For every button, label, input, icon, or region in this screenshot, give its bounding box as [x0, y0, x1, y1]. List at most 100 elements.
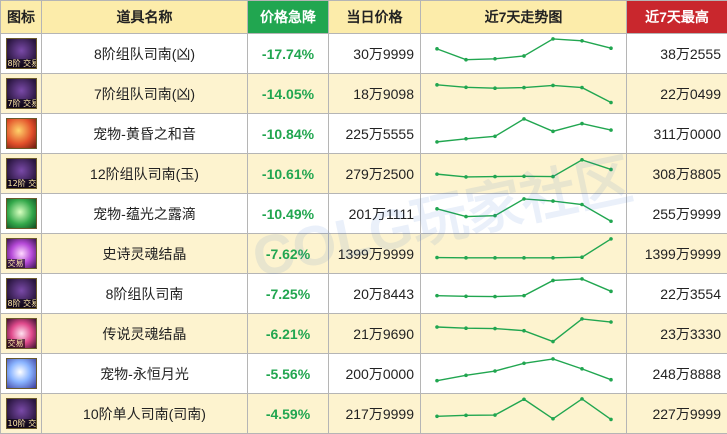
green-leaf-icon[interactable]: [5, 198, 37, 229]
table-row[interactable]: 交易 传说灵魂结晶 -6.21% 21万9690 23万3330: [0, 313, 727, 354]
trend-point[interactable]: [435, 255, 439, 260]
trend-point[interactable]: [464, 136, 468, 141]
trend-point[interactable]: [580, 277, 584, 281]
trend-point[interactable]: [580, 85, 584, 90]
trend-point[interactable]: [580, 255, 584, 260]
table-row[interactable]: 7阶 交易 7阶组队司南(凶) -14.05% 18万9098 22万0499: [0, 73, 727, 114]
trend-point[interactable]: [464, 85, 468, 90]
dark-purple-box-icon[interactable]: 8阶 交易: [5, 278, 37, 309]
trend-point[interactable]: [464, 256, 468, 260]
trend-point[interactable]: [551, 83, 555, 88]
header-max[interactable]: 近7天最高: [626, 0, 727, 34]
trend-point[interactable]: [551, 278, 555, 283]
trend-point[interactable]: [551, 199, 555, 203]
trend-point[interactable]: [435, 83, 439, 87]
trend-point[interactable]: [580, 202, 584, 207]
trend-point[interactable]: [493, 213, 497, 218]
trend-point[interactable]: [464, 175, 468, 179]
trend-point[interactable]: [522, 397, 526, 402]
trend-point[interactable]: [493, 413, 497, 417]
trend-point[interactable]: [522, 293, 526, 298]
item-name[interactable]: 宠物-永恒月光: [41, 353, 248, 394]
item-name[interactable]: 史诗灵魂结晶: [41, 233, 248, 274]
trend-point[interactable]: [493, 174, 497, 179]
item-name[interactable]: 12阶组队司南(玉): [41, 153, 248, 194]
trend-point[interactable]: [435, 414, 439, 419]
trend-point[interactable]: [580, 158, 584, 162]
dark-purple-box-icon[interactable]: 8阶 交易: [5, 38, 37, 69]
trend-point[interactable]: [580, 317, 584, 321]
trend-point[interactable]: [609, 320, 613, 324]
trend-point[interactable]: [493, 56, 497, 61]
trend-point[interactable]: [551, 37, 555, 41]
trend-point[interactable]: [551, 357, 555, 361]
trend-point[interactable]: [551, 256, 555, 260]
trend-point[interactable]: [522, 54, 526, 58]
table-row[interactable]: 8阶 交易 8阶组队司南 -7.25% 20万8443 22万3554: [0, 273, 727, 314]
trend-point[interactable]: [464, 373, 468, 378]
item-name[interactable]: 8阶组队司南: [41, 273, 248, 314]
trend-point[interactable]: [580, 397, 584, 401]
trend-point[interactable]: [435, 172, 439, 176]
trend-point[interactable]: [493, 369, 497, 373]
trend-point[interactable]: [435, 325, 439, 329]
trend-point[interactable]: [609, 237, 613, 241]
trend-point[interactable]: [464, 214, 468, 219]
trend-point[interactable]: [580, 121, 584, 126]
trend-point[interactable]: [464, 326, 468, 331]
trend-point[interactable]: [580, 367, 584, 371]
item-name[interactable]: 10阶单人司南(司南): [41, 393, 248, 434]
trend-point[interactable]: [551, 339, 555, 344]
trend-point[interactable]: [522, 197, 526, 201]
table-row[interactable]: 10阶 交易 10阶单人司南(司南) -4.59% 217万9999 227万9…: [0, 393, 727, 434]
trend-point[interactable]: [522, 328, 526, 333]
trend-point[interactable]: [464, 57, 468, 62]
item-name[interactable]: 宠物-蕴光之露滴: [41, 193, 248, 234]
header-change[interactable]: 价格急降: [247, 0, 329, 34]
trend-point[interactable]: [522, 361, 526, 366]
trend-point[interactable]: [493, 294, 497, 299]
trend-point[interactable]: [609, 289, 613, 294]
table-row[interactable]: 交易 史诗灵魂结晶 -7.62% 1399万9999 1399万9999: [0, 233, 727, 274]
item-name[interactable]: 8阶组队司南(凶): [41, 33, 248, 74]
trend-point[interactable]: [609, 417, 613, 422]
trend-point[interactable]: [551, 174, 555, 179]
item-name[interactable]: 宠物-黄昏之和音: [41, 113, 248, 154]
item-name[interactable]: 传说灵魂结晶: [41, 313, 248, 354]
trend-point[interactable]: [435, 378, 439, 383]
orange-flame-icon[interactable]: [5, 118, 37, 149]
trend-point[interactable]: [435, 207, 439, 211]
trend-point[interactable]: [435, 140, 439, 144]
dark-purple-box-icon[interactable]: 7阶 交易: [5, 78, 37, 109]
table-row[interactable]: 宠物-黄昏之和音 -10.84% 225万5555 311万0000: [0, 113, 727, 154]
trend-point[interactable]: [493, 256, 497, 260]
trend-point[interactable]: [522, 174, 526, 179]
trend-point[interactable]: [609, 46, 613, 51]
table-row[interactable]: 8阶 交易 8阶组队司南(凶) -17.74% 30万9999 38万2555: [0, 33, 727, 74]
trend-point[interactable]: [493, 134, 497, 139]
purple-crystal-icon[interactable]: 交易: [5, 238, 37, 269]
trend-point[interactable]: [522, 85, 526, 90]
trend-point[interactable]: [609, 100, 613, 105]
dark-purple-box-icon[interactable]: 10阶 交易: [5, 398, 37, 429]
trend-point[interactable]: [609, 219, 613, 224]
trend-point[interactable]: [609, 377, 613, 382]
trend-point[interactable]: [464, 413, 468, 418]
trend-point[interactable]: [435, 293, 439, 298]
trend-point[interactable]: [522, 256, 526, 260]
dark-purple-box-icon[interactable]: 12阶 交易: [5, 158, 37, 189]
blue-moon-icon[interactable]: [5, 358, 37, 389]
pink-crystal-icon[interactable]: 交易: [5, 318, 37, 349]
trend-point[interactable]: [580, 38, 584, 43]
trend-point[interactable]: [609, 128, 613, 132]
trend-point[interactable]: [493, 86, 497, 91]
table-row[interactable]: 宠物-蕴光之露滴 -10.49% 201万1111 255万9999: [0, 193, 727, 234]
trend-point[interactable]: [551, 129, 555, 134]
table-row[interactable]: 12阶 交易 12阶组队司南(玉) -10.61% 279万2500 308万8…: [0, 153, 727, 194]
trend-point[interactable]: [522, 117, 526, 121]
item-name[interactable]: 7阶组队司南(凶): [41, 73, 248, 114]
trend-point[interactable]: [435, 47, 439, 51]
trend-point[interactable]: [551, 416, 555, 421]
trend-point[interactable]: [464, 294, 468, 299]
trend-point[interactable]: [493, 326, 497, 331]
